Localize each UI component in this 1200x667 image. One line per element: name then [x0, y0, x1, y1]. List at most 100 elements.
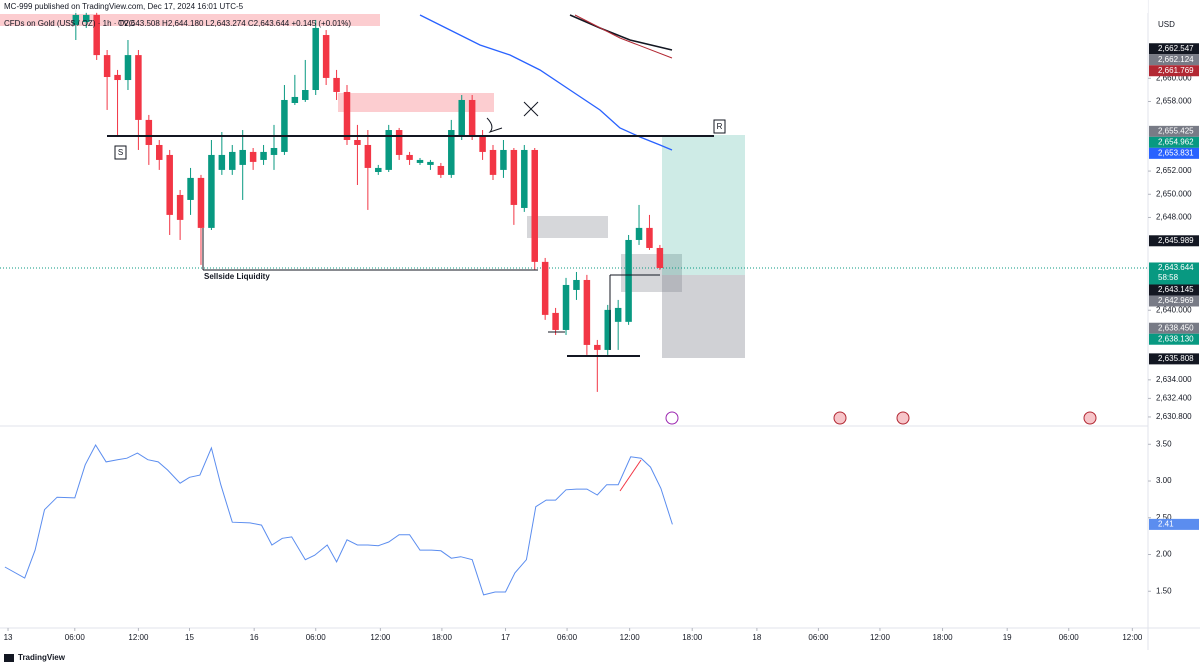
indicator-arrow: [619, 459, 642, 492]
price-marker: [1149, 284, 1199, 296]
candle-body: [458, 99, 465, 136]
y-tick-label: 2,652.000: [1156, 166, 1192, 175]
candle-body: [479, 135, 486, 152]
candle-body: [281, 99, 288, 152]
stop-zone: [662, 275, 745, 358]
candle-body: [93, 14, 100, 56]
candle-body: [562, 284, 570, 330]
candle-body: [395, 130, 403, 155]
candle-body: [166, 154, 173, 215]
price-marker: [1149, 322, 1199, 334]
candle-body: [583, 279, 591, 345]
x-tick-label: 13: [4, 633, 13, 642]
y-tick-label: 2,630.800: [1156, 412, 1192, 421]
event-icon[interactable]: [833, 411, 847, 425]
event-icon[interactable]: [896, 411, 910, 425]
candle-body: [604, 309, 611, 350]
r-box: [713, 119, 726, 134]
y-tick-label: 3.00: [1156, 476, 1172, 485]
supply-zone: [338, 93, 494, 112]
x-tick-label: 12:00: [620, 633, 641, 642]
price-marker: [1149, 518, 1199, 530]
event-icon[interactable]: [1083, 411, 1097, 425]
y-tick-label: 2.00: [1156, 550, 1172, 559]
candle-body: [406, 154, 413, 160]
price-marker: [1149, 43, 1199, 55]
candle-body: [218, 154, 226, 170]
candle-body: [625, 239, 632, 322]
symbol: CFDs on Gold (US$ / OZ) · 1h · TVC: [4, 19, 135, 28]
x-tick-label: 12:00: [370, 633, 391, 642]
candle-body: [145, 119, 153, 145]
y-tick-label: 2,640.000: [1156, 305, 1192, 314]
y-tick-label: 2,650.000: [1156, 189, 1192, 198]
candle-body: [531, 149, 538, 262]
event-icon[interactable]: [665, 411, 679, 425]
candle-body: [541, 261, 549, 315]
candle-body: [333, 77, 340, 92]
price-marker-label: 2,643.644: [1158, 263, 1194, 272]
sellside-label: Sellside Liquidity: [204, 272, 270, 281]
header-bg: [0, 0, 1148, 13]
candle-body: [312, 27, 319, 91]
ohlc: O2,643.508 H2,644.180 L2,643.274 C2,643.…: [118, 19, 351, 28]
price-marker-label: 2,653.831: [1158, 148, 1194, 157]
candle-body: [552, 312, 559, 330]
price-marker-label: 2,655.425: [1158, 126, 1194, 135]
logo: [4, 654, 14, 662]
price-marker: [1149, 295, 1199, 307]
candle-body: [72, 14, 80, 25]
cross-mark: [523, 101, 539, 117]
r-label: R: [717, 122, 723, 131]
price-marker-label: 2,635.808: [1158, 354, 1194, 363]
candle-body: [416, 159, 424, 163]
target-zone: [662, 135, 745, 275]
y-tick-label: 1.50: [1156, 586, 1172, 595]
x-tick-label: 15: [185, 633, 194, 642]
s-box: [114, 145, 127, 160]
candle-body: [468, 99, 476, 136]
candle-body: [249, 151, 257, 162]
candle-body: [448, 130, 455, 175]
price-marker-label: 2,661.769: [1158, 66, 1194, 75]
candle-body: [510, 149, 518, 205]
price-marker: [1149, 235, 1199, 247]
candle-body: [187, 177, 194, 200]
marks: 2,660.000 2,658.000 2,652.000 2,650.000 2,64…: [4, 9, 1199, 642]
candle-body: [114, 74, 121, 81]
x-tick-label: 06:00: [808, 633, 829, 642]
candle-body: [176, 194, 184, 220]
price-marker: [1149, 353, 1199, 365]
y-tick-label: 2,660.000: [1156, 73, 1192, 82]
candle-body: [437, 165, 445, 175]
structure-lines: [548, 274, 660, 350]
x-tick-label: 18:00: [933, 633, 954, 642]
candle-body: [343, 91, 351, 140]
publisher: MC-999 published on TradingView.com, Dec…: [4, 2, 244, 11]
drawings-over: R S Sellside Liquidity MC-999 published …: [0, 0, 1176, 663]
price-marker-label: 2,638.450: [1158, 323, 1194, 332]
x-tick-label: 06:00: [1059, 633, 1080, 642]
price-marker-label: 2,638.130: [1158, 334, 1194, 343]
x-tick-label: 18:00: [682, 633, 703, 642]
candle-body: [385, 130, 392, 170]
candle-body: [208, 154, 215, 228]
y-tick-label: 3.50: [1156, 439, 1172, 448]
arrow-sketch: [486, 117, 503, 134]
x-tick-label: 17: [501, 633, 510, 642]
price-marker-label: 2,662.124: [1158, 55, 1194, 64]
candle-body: [489, 149, 497, 175]
candle-body: [375, 167, 382, 173]
candle-body: [291, 96, 299, 103]
candle-body: [635, 227, 643, 240]
indicator-line: [4, 443, 673, 596]
candle-body: [156, 144, 163, 160]
candle-body: [135, 55, 142, 120]
candle-body: [656, 247, 664, 268]
candle-body: [260, 151, 267, 160]
x-tick-label: 18: [752, 633, 761, 642]
moving-average: [574, 14, 673, 59]
x-tick-label: 06:00: [557, 633, 578, 642]
candle-body: [270, 147, 278, 155]
